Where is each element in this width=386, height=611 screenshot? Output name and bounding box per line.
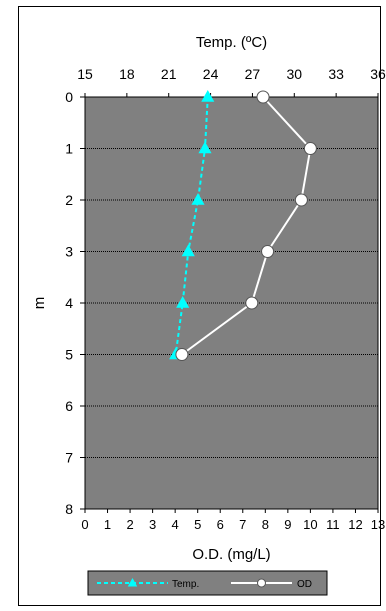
data-point <box>191 192 205 205</box>
bottom-tick-label: 9 <box>284 517 291 532</box>
data-point <box>294 193 308 207</box>
bottom-tick-label: 10 <box>303 517 317 532</box>
data-point <box>261 245 275 258</box>
series <box>169 89 317 361</box>
series-line <box>181 96 312 356</box>
data-point <box>181 244 195 257</box>
gridlines <box>85 148 378 458</box>
data-point <box>198 141 212 154</box>
data-point <box>245 296 259 310</box>
top-tick-label: 15 <box>77 66 93 82</box>
bottom-tick-label: 1 <box>104 517 111 532</box>
top-tick-label: 27 <box>245 66 261 82</box>
legend-label: OD <box>297 579 312 590</box>
bottom-tick-label: 3 <box>149 517 156 532</box>
series-od <box>175 90 317 361</box>
y-tick-label: 1 <box>65 141 73 157</box>
data-point <box>201 89 215 102</box>
bottom-tick-label: 12 <box>348 517 362 532</box>
top-axis-title: Temp. (ºC) <box>196 34 267 51</box>
bottom-tick-label: 0 <box>81 517 88 532</box>
bottom-tick-label: 4 <box>172 517 179 532</box>
bottom-axis-title: O.D. (mg/L) <box>192 546 270 563</box>
y-tick-label: 7 <box>65 450 73 466</box>
y-tick-label: 5 <box>65 347 73 363</box>
bottom-tick-label: 6 <box>217 517 224 532</box>
y-tick-label: 8 <box>65 501 73 517</box>
legend-marker <box>127 578 138 587</box>
bottom-tick-label: 11 <box>326 517 340 532</box>
bottom-tick-label: 7 <box>239 517 246 532</box>
series-line <box>174 96 209 355</box>
y-axis-title: m <box>31 297 48 310</box>
top-tick-label: 21 <box>161 66 177 82</box>
top-tick-label: 24 <box>203 66 219 82</box>
data-point <box>175 348 189 361</box>
y-tick-label: 0 <box>65 89 73 105</box>
legend-label: Temp. <box>172 579 199 590</box>
top-tick-label: 33 <box>328 66 344 82</box>
bottom-tick-label: 2 <box>126 517 133 532</box>
bottom-tick-label: 5 <box>194 517 201 532</box>
y-tick-label: 3 <box>65 244 73 260</box>
data-point <box>303 142 317 155</box>
y-tick-label: 4 <box>65 295 73 311</box>
y-tick-label: 6 <box>65 398 73 414</box>
bottom-tick-label: 8 <box>262 517 269 532</box>
bottom-tick-label: 13 <box>371 517 385 532</box>
legend-marker <box>257 578 266 588</box>
top-tick-label: 36 <box>370 66 386 82</box>
top-tick-label: 30 <box>286 66 302 82</box>
legend: Temp. OD <box>87 570 328 596</box>
data-point <box>176 295 190 308</box>
top-tick-label: 18 <box>119 66 135 82</box>
y-tick-label: 2 <box>65 192 73 208</box>
data-point <box>256 90 270 104</box>
